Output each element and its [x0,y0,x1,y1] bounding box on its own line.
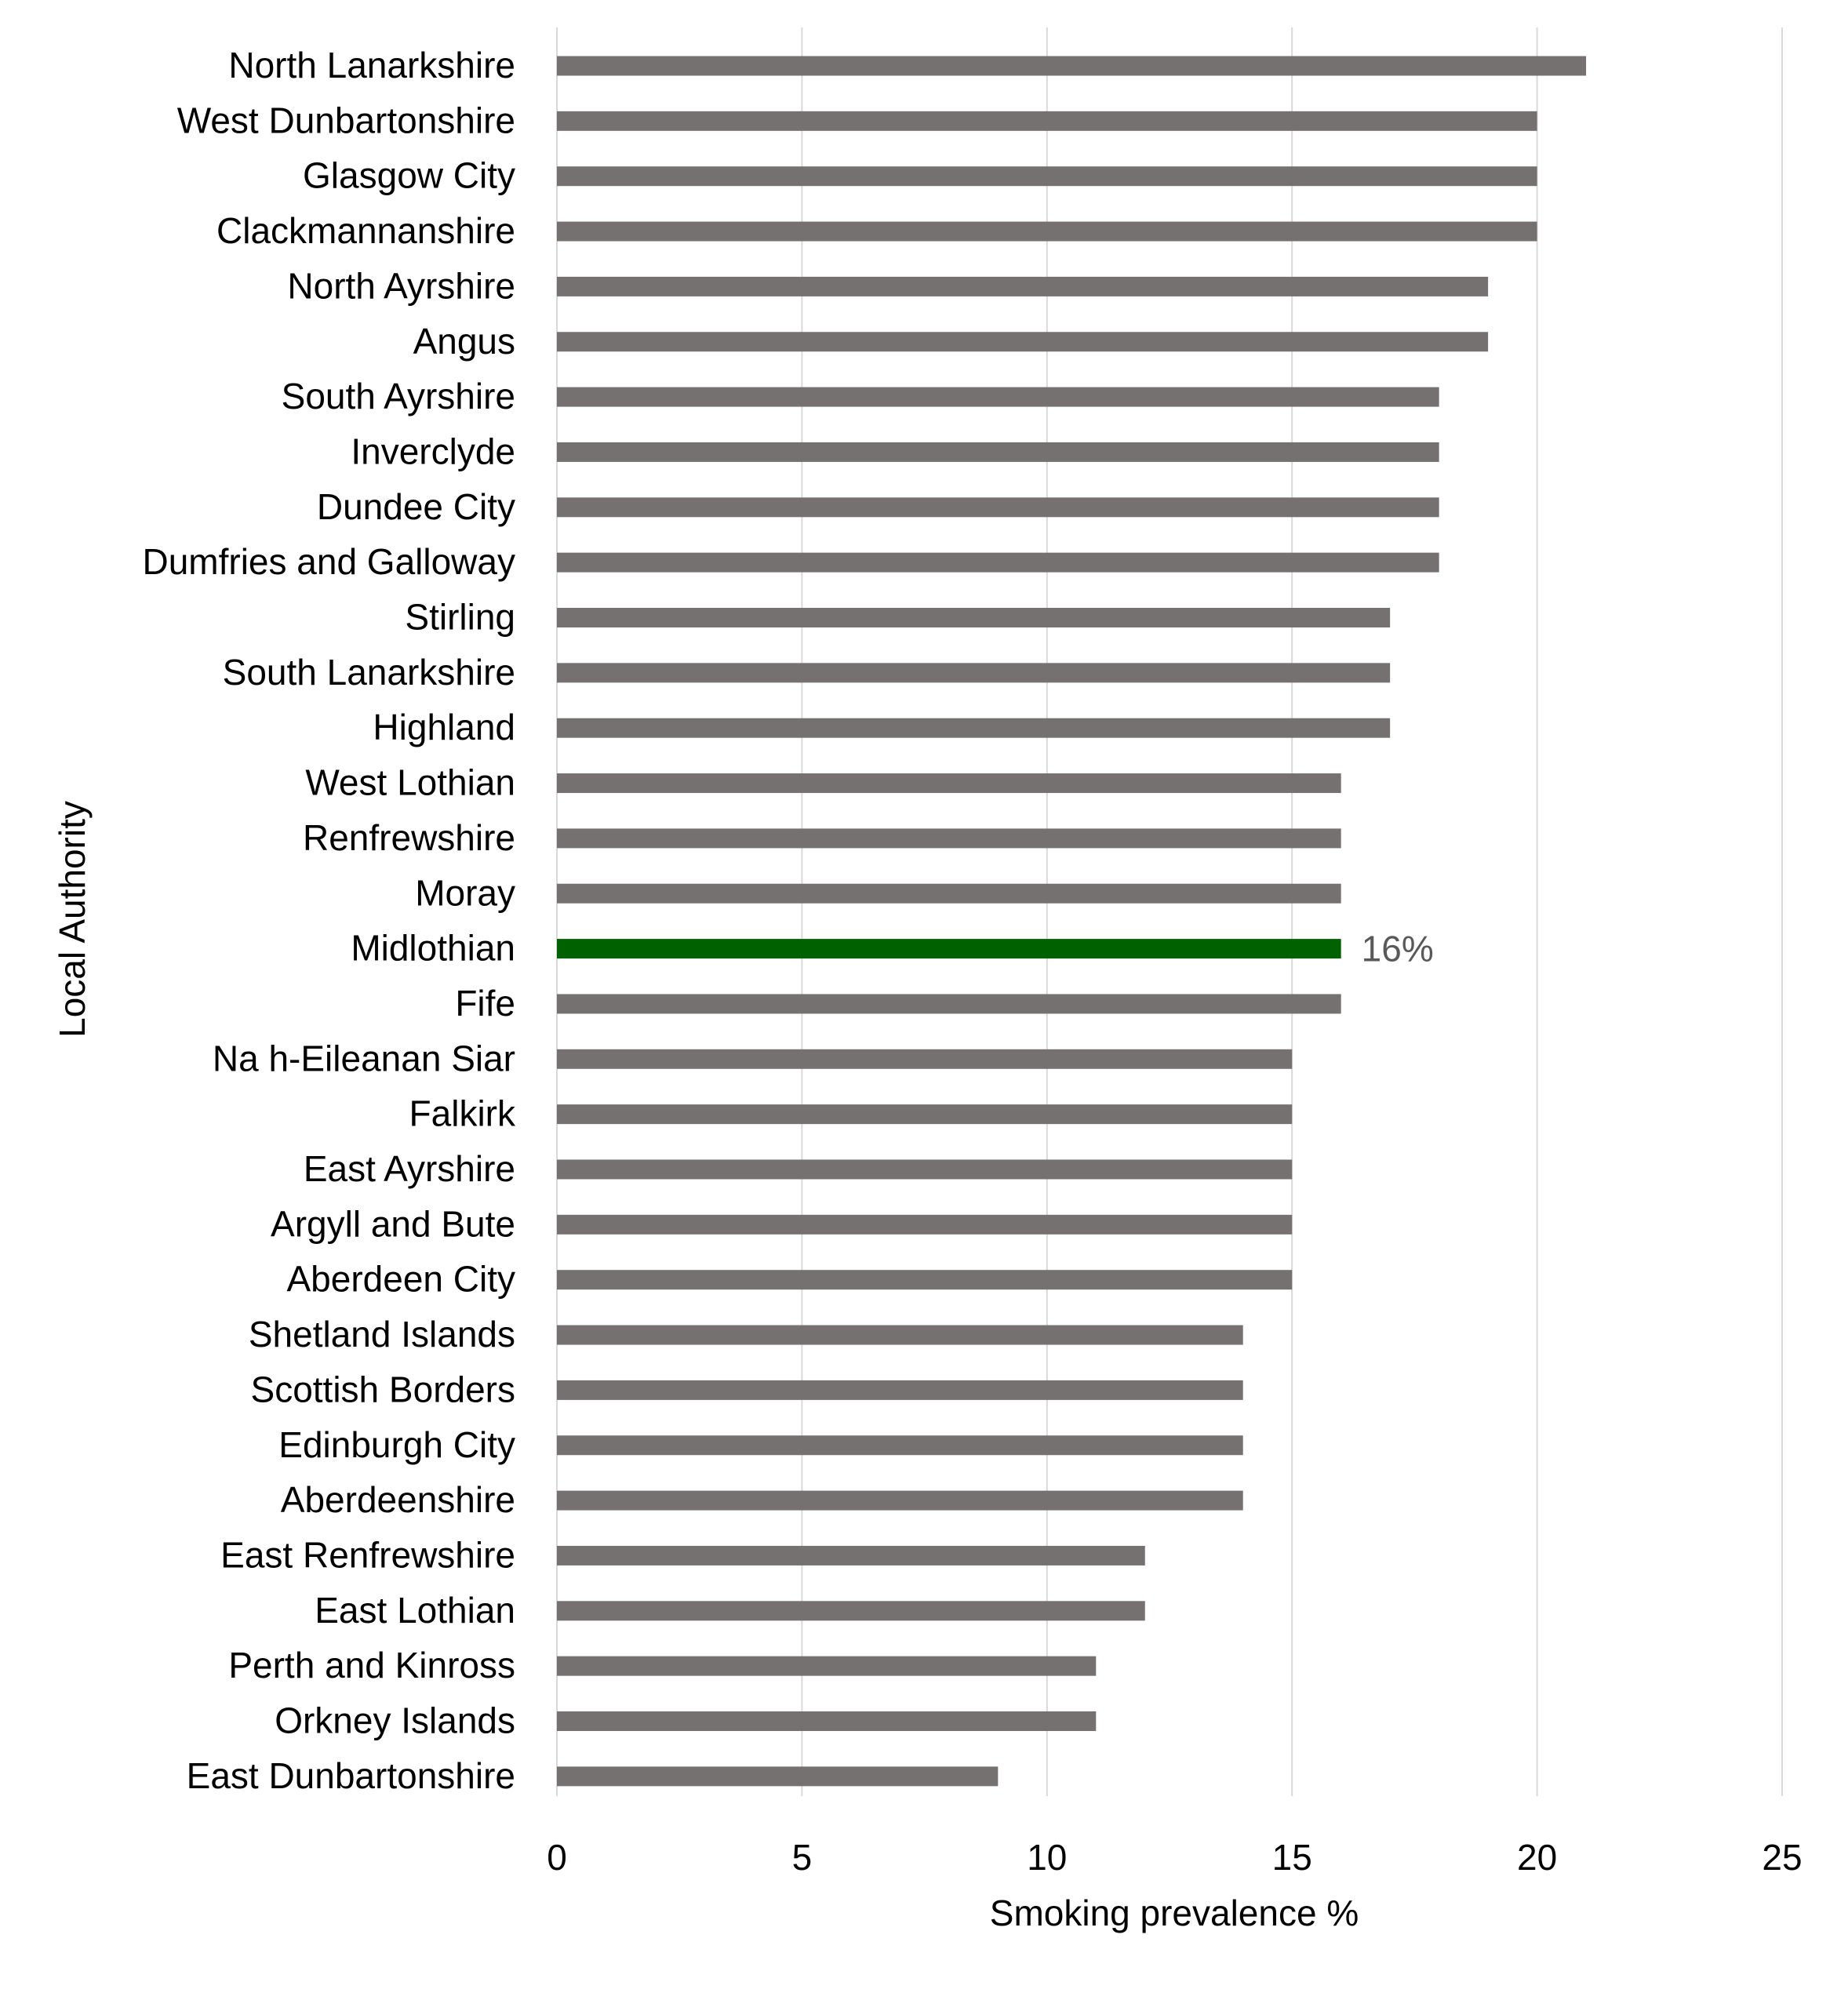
bar [557,828,1341,849]
bar [557,1766,999,1787]
category-label: North Ayrshire [287,265,515,306]
category-label: Na h-Eileanan Siar [213,1038,515,1078]
category-label: Moray [415,872,515,913]
category-label: Glasgow City [303,155,515,196]
category-label: Scottish Borders [251,1369,515,1409]
bar [557,111,1537,131]
category-label: Shetland Islands [249,1314,515,1355]
bar [557,56,1587,76]
bars: 16% [557,56,1587,1787]
bar [557,1214,1293,1235]
bar [557,883,1341,904]
bar [557,608,1391,627]
category-label: East Ayrshire [304,1148,515,1189]
bar [557,221,1537,242]
bar [557,276,1489,296]
category-label: North Lanarkshire [228,45,515,85]
bar [557,166,1537,187]
x-tick-label: 10 [1027,1837,1067,1878]
category-labels: North Lanarkshire West Dunbartonshire Glas… [142,45,516,1796]
category-label: East Renfrewshire [220,1534,515,1575]
bar [557,718,1391,738]
category-label: Angus [413,321,515,362]
category-label: Clackmannanshire [216,210,515,251]
x-tick-label: 15 [1272,1837,1312,1878]
category-label: Fife [455,983,515,1024]
category-label: Dundee City [317,486,515,527]
x-tick-labels: 0 5 10 15 20 25 [547,1837,1802,1878]
bar [557,332,1489,352]
category-label: Renfrewshire [303,817,515,858]
data-label-highlight: 16% [1362,929,1434,969]
bar [557,773,1341,794]
bar [557,1159,1293,1180]
category-label: South Ayrshire [282,376,515,416]
bar-highlight [557,939,1341,959]
bar [557,497,1439,518]
bar [557,1270,1293,1290]
bar [557,1490,1243,1511]
x-axis-title: Smoking prevalence % [990,1893,1359,1933]
bar [557,442,1439,462]
category-label: South Lanarkshire [223,652,515,693]
category-label: Stirling [405,597,515,638]
bar [557,1049,1293,1069]
bar [557,387,1439,407]
y-axis-title: Local Authority [52,801,93,1038]
bar [557,663,1391,683]
category-label: Perth and Kinross [228,1645,515,1686]
x-tick-label: 20 [1517,1837,1557,1878]
category-label: West Lothian [305,762,515,803]
bar [557,1325,1243,1345]
bar [557,1711,1097,1731]
category-label: Aberdeen City [287,1259,516,1300]
x-tick-label: 25 [1762,1837,1802,1878]
x-tick-label: 5 [792,1837,813,1878]
category-label: West Dunbartonshire [177,100,515,140]
category-label: Highland [373,707,515,747]
bar [557,1380,1243,1400]
bar [557,1104,1293,1125]
bar [557,994,1341,1014]
bar [557,1435,1243,1456]
category-label: East Dunbartonshire [187,1755,515,1796]
category-label: Argyll and Bute [271,1203,515,1244]
category-label: Falkirk [409,1093,516,1134]
category-label: Midlothian [351,928,515,969]
category-label: Edinburgh City [278,1424,515,1465]
bar [557,1656,1097,1676]
category-label: Aberdeenshire [281,1479,515,1520]
category-label: Inverclyde [351,431,515,471]
x-tick-label: 0 [547,1837,567,1878]
bar [557,1545,1145,1566]
category-label: East Lothian [315,1590,515,1631]
bar [557,1601,1145,1621]
category-label: Dumfries and Galloway [142,541,515,582]
category-label: Orkney Islands [275,1700,515,1741]
bar [557,552,1439,573]
